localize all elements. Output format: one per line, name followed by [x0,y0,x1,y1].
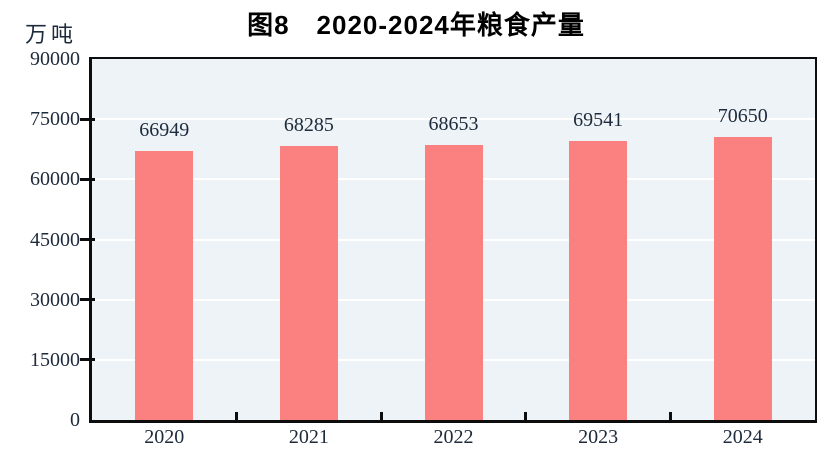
y-tick-mark [80,358,95,362]
bar-2022 [424,144,483,420]
x-tick-mark [668,412,672,420]
bar-value-label-2024: 70650 [717,104,768,127]
bar-2021 [279,146,338,420]
y-axis-unit-label: 万吨 [25,22,78,47]
y-axis-tick-label: 90000 [30,48,80,70]
chart-title: 图8 2020-2024年粮食产量 [247,10,585,40]
x-axis-tick-label-2020: 2020 [144,426,185,448]
x-tick-mark [524,412,528,420]
bar-2024 [713,136,772,420]
bar-value-label-2023: 69541 [573,109,624,132]
bar-2023 [569,141,628,420]
x-tick-mark [379,412,383,420]
gridline [92,118,815,121]
y-axis-tick-label: 30000 [30,288,80,311]
y-axis-tick-label: 75000 [30,108,80,131]
y-tick-mark [80,177,95,181]
bars-layer: 66949 68285 68653 69541 70650 [92,59,815,420]
bar-value-label-2021: 68285 [283,114,334,137]
y-axis-tick-label: 60000 [30,168,80,191]
bar-2020 [135,151,194,420]
bar-value-label-2022: 68653 [428,112,479,135]
y-axis-tick-label: 15000 [30,348,80,371]
y-axis-tick-label: 0 [70,409,80,431]
y-tick-mark [80,298,95,302]
x-axis-tick-label-2022: 2022 [433,426,474,448]
x-axis-tick-label-2024: 2024 [722,426,763,448]
x-tick-mark [235,412,239,420]
plot-area: 66949 68285 68653 69541 70650 [80,57,817,423]
y-tick-mark [80,238,95,241]
bar-value-label-2020: 66949 [139,119,190,142]
x-axis-tick-label-2021: 2021 [288,426,329,448]
y-axis-tick-label: 45000 [30,228,80,251]
y-tick-mark [80,117,95,121]
x-axis-tick-label-2023: 2023 [578,426,619,448]
